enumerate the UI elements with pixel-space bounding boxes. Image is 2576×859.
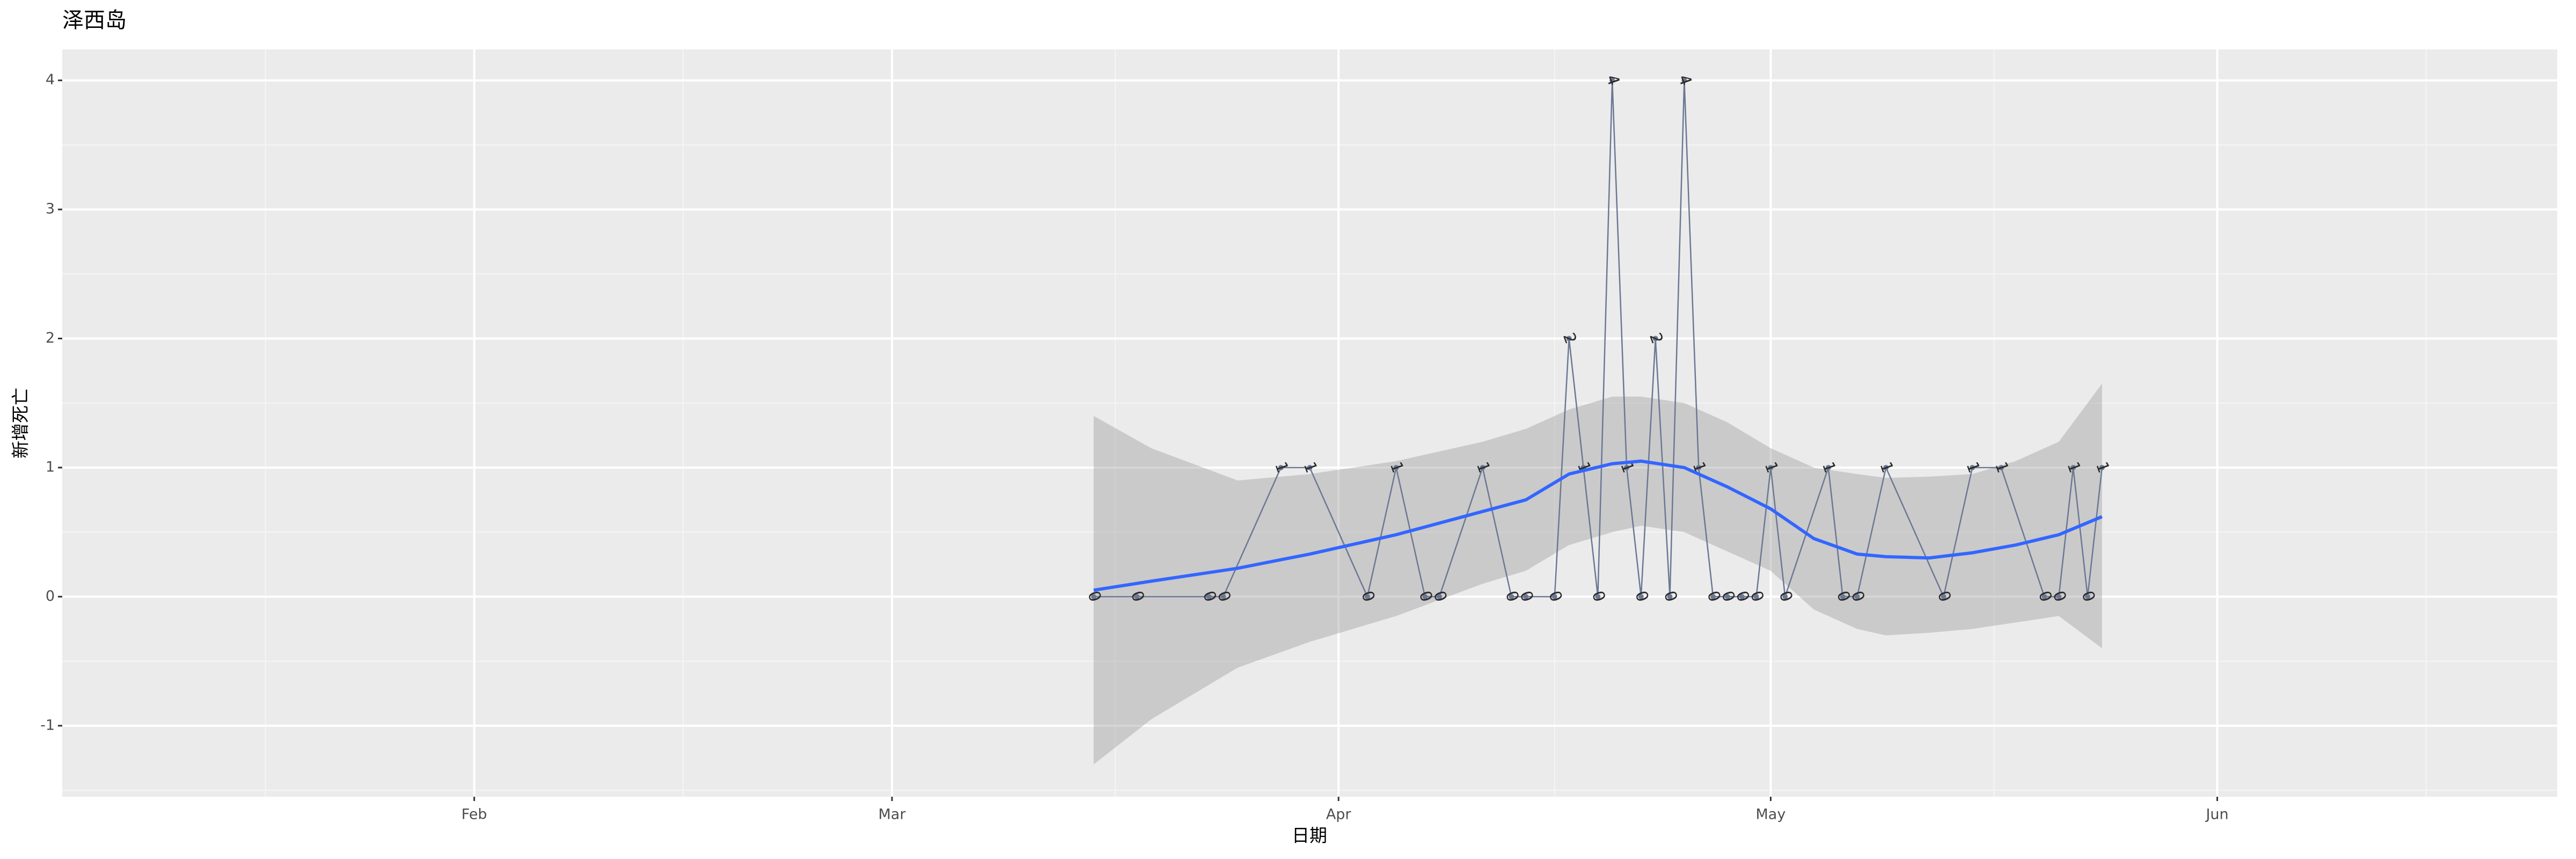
data-point [1970, 464, 1975, 470]
data-point [1437, 594, 1443, 600]
data-point [1206, 594, 1212, 600]
data-point [1480, 464, 1485, 470]
data-point [1854, 594, 1860, 600]
data-point [1624, 464, 1630, 470]
data-point [1595, 594, 1601, 600]
y-axis-label: 新增死亡 [10, 388, 31, 458]
data-point [2099, 464, 2105, 470]
y-tick-label: -1 [40, 717, 55, 733]
data-point [1278, 464, 1284, 470]
x-tick-label: Jun [2205, 806, 2228, 823]
x-tick-label: May [1756, 806, 1786, 823]
data-point [1840, 594, 1846, 600]
y-tick-label: 1 [46, 458, 55, 475]
data-point [1552, 594, 1557, 600]
data-point [1667, 594, 1673, 600]
data-point [1724, 594, 1730, 600]
data-point [1753, 594, 1759, 600]
data-point [1220, 594, 1226, 600]
x-tick-label: Feb [462, 806, 487, 823]
plot-panel [62, 49, 2557, 797]
data-point [1134, 594, 1140, 600]
data-point [1825, 464, 1831, 470]
y-tick-label: 2 [46, 330, 55, 346]
y-tick-label: 4 [46, 71, 55, 88]
data-point [1566, 336, 1572, 341]
data-point [1696, 464, 1702, 470]
data-point [1883, 464, 1889, 470]
data-point [2056, 594, 2062, 600]
data-point [2070, 464, 2076, 470]
data-point [1523, 594, 1529, 600]
data-point [2041, 594, 2047, 600]
data-point [1782, 594, 1788, 600]
data-line [1093, 80, 2103, 599]
data-point [1393, 464, 1399, 470]
x-tick-label: Mar [879, 806, 906, 823]
data-point [1710, 594, 1716, 600]
data-point [1638, 594, 1644, 600]
chart-title: 泽西岛 [62, 8, 127, 33]
smooth-line [1093, 459, 2103, 592]
x-axis-label: 日期 [1292, 825, 1327, 846]
data-point [1681, 77, 1687, 83]
data-point [1941, 594, 1946, 600]
data-point [1652, 336, 1658, 341]
data-point [1091, 594, 1096, 600]
y-tick-label: 0 [46, 588, 55, 605]
data-point [1422, 594, 1428, 600]
x-tick-label: Apr [1326, 806, 1352, 823]
data-point [1307, 464, 1313, 470]
data-point [1509, 594, 1514, 600]
data-point [1739, 594, 1745, 600]
data-point [1768, 464, 1774, 470]
data-point [1609, 77, 1615, 83]
data-point [2084, 594, 2090, 600]
y-tick-label: 3 [46, 201, 55, 217]
confidence-band [1093, 383, 2102, 765]
data-point [1998, 464, 2004, 470]
data-point [1364, 594, 1370, 600]
